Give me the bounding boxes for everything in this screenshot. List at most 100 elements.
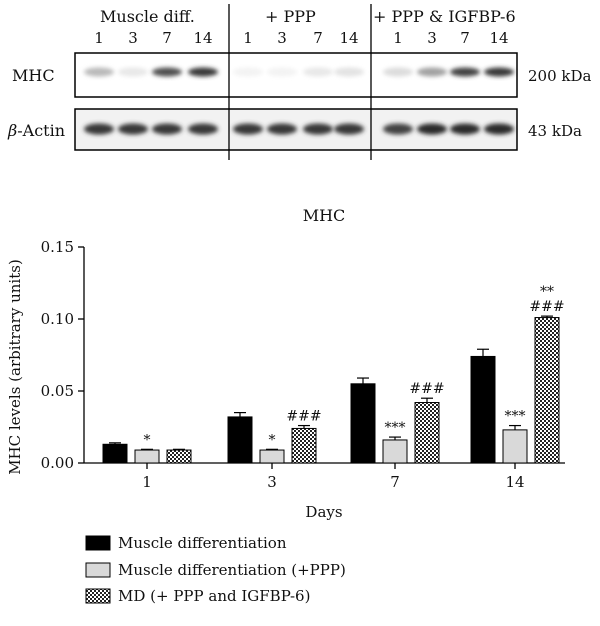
legend-swatch <box>85 535 111 551</box>
blot-band <box>417 67 447 77</box>
legend-label: Muscle differentiation <box>118 534 287 552</box>
blot-lane-label: 7 <box>460 29 470 47</box>
significance-label-line: ** <box>540 284 554 300</box>
y-tick-label: 0.05 <box>41 382 74 400</box>
y-tick-label: 0.15 <box>41 238 74 256</box>
significance-label-line: * <box>144 432 151 448</box>
legend-swatch <box>85 562 111 578</box>
bar <box>166 449 192 464</box>
blot-band <box>484 123 514 135</box>
blot-band <box>334 67 364 77</box>
blot-band <box>450 123 480 135</box>
blot-band <box>84 123 114 135</box>
blot-lane-label: 3 <box>427 29 437 47</box>
significance-label: *** <box>505 409 526 425</box>
blot-band <box>484 67 514 77</box>
blot-band <box>188 123 218 135</box>
blot-row-label-greek: β <box>7 121 17 140</box>
significance-label-line: * <box>269 432 276 448</box>
significance-label: ### <box>409 381 444 397</box>
legend-swatch <box>85 588 111 604</box>
blot-group-label: + PPP & IGFBP-6 <box>373 7 516 26</box>
blot-lane-label: 3 <box>277 29 287 47</box>
blot-band <box>303 123 333 135</box>
significance-label-line: ### <box>286 409 321 425</box>
blot-panel-mhc <box>74 52 518 98</box>
chart-title: MHC <box>303 206 346 225</box>
bar <box>227 416 253 464</box>
blot-size-label: 43 kDa <box>528 122 582 140</box>
y-tick-label: 0.10 <box>41 310 74 328</box>
blot-lane-label: 1 <box>94 29 104 47</box>
blot-lane-label: 14 <box>339 29 358 47</box>
bar <box>102 443 128 464</box>
significance-label-line: *** <box>385 420 406 436</box>
significance-label-line: *** <box>505 409 526 425</box>
significance-label: * <box>144 432 151 448</box>
significance-annotations: * *******######** ### <box>144 284 565 448</box>
blot-band <box>152 67 182 77</box>
bar <box>534 317 560 464</box>
blot-group-label: Muscle diff. <box>100 7 195 26</box>
blot-band <box>267 123 297 135</box>
significance-label: * <box>269 432 276 448</box>
bar-series <box>102 315 560 464</box>
bar <box>502 429 528 464</box>
blot-lane-label: 14 <box>489 29 508 47</box>
blot-row-label: β-Actin <box>7 121 65 140</box>
significance-label: ** ### <box>529 284 564 315</box>
blot-band <box>267 67 297 77</box>
blot-band <box>233 67 263 77</box>
y-axis: 0.00 0.05 0.10 0.15 <box>41 238 85 472</box>
blot-band <box>450 67 480 77</box>
blot-band <box>118 67 148 77</box>
bar <box>259 449 285 464</box>
blot-row-label-rest: -Actin <box>17 121 65 140</box>
blot-bands <box>84 67 514 135</box>
blot-lane-label: 1 <box>243 29 253 47</box>
bar <box>350 383 376 464</box>
bar <box>134 449 160 464</box>
x-axis-title: Days <box>305 503 342 521</box>
blot-size-label: 200 kDa <box>528 67 592 85</box>
bar <box>382 439 408 464</box>
legend: Muscle differentiation Muscle differentia… <box>85 534 346 605</box>
x-tick-label: 3 <box>267 473 277 491</box>
blot-lane-label: 7 <box>162 29 172 47</box>
blot-band <box>84 67 114 77</box>
legend-label: MD (+ PPP and IGFBP-6) <box>118 587 310 605</box>
blot-lane-labels: 1 3 7 14 1 3 7 14 1 3 7 14 <box>94 29 508 47</box>
significance-label: *** <box>385 420 406 436</box>
x-tick-label: 7 <box>390 473 400 491</box>
significance-label: ### <box>286 409 321 425</box>
blot-row-label: MHC <box>12 66 55 85</box>
blot-lane-label: 1 <box>393 29 403 47</box>
significance-label-line: ### <box>409 381 444 397</box>
blot-group-label: + PPP <box>265 7 316 26</box>
bar <box>470 355 496 464</box>
blot-band <box>383 67 413 77</box>
blot-lane-label: 14 <box>193 29 212 47</box>
blot-band <box>233 123 263 135</box>
x-tick-label: 1 <box>142 473 152 491</box>
bar <box>291 427 317 464</box>
blot-band <box>152 123 182 135</box>
blot-band <box>383 123 413 135</box>
bar-chart: MHC MHC levels (arbitrary units) Days 0.… <box>6 206 565 521</box>
y-tick-label: 0.00 <box>41 454 74 472</box>
legend-label: Muscle differentiation (+PPP) <box>118 561 346 579</box>
significance-label-line: ### <box>529 299 564 315</box>
bar <box>414 402 440 464</box>
blot-band <box>188 67 218 77</box>
y-axis-title: MHC levels (arbitrary units) <box>6 259 24 475</box>
blot-band <box>303 67 333 77</box>
x-axis: 1 3 7 14 <box>84 462 565 491</box>
blot-band <box>118 123 148 135</box>
blot-lane-label: 7 <box>313 29 323 47</box>
x-tick-label: 14 <box>505 473 524 491</box>
blot-lane-label: 3 <box>128 29 138 47</box>
western-blot: Muscle diff. + PPP + PPP & IGFBP-6 1 3 7 14… <box>7 4 592 160</box>
blot-band <box>417 123 447 135</box>
blot-band <box>334 123 364 135</box>
